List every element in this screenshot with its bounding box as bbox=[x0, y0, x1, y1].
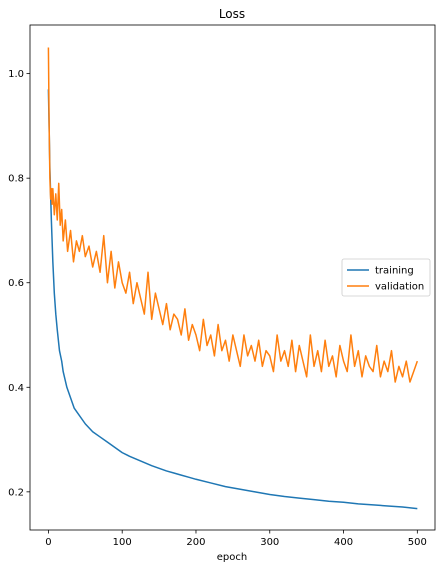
x-tick-label: 500 bbox=[408, 537, 427, 548]
plot-frame bbox=[29, 24, 436, 531]
x-tick-label: 0 bbox=[45, 537, 51, 548]
x-tick-label: 400 bbox=[334, 537, 353, 548]
legend-label-training: training bbox=[375, 266, 414, 277]
y-tick-label: 1.0 bbox=[8, 69, 24, 80]
chart-title: Loss bbox=[219, 7, 245, 21]
series-line-training bbox=[47, 89, 418, 510]
y-tick-label: 0.6 bbox=[8, 278, 24, 289]
y-axis: 0.2 0.4 0.6 0.8 1.0 bbox=[8, 69, 30, 498]
series-layer bbox=[47, 47, 419, 510]
y-tick-label: 0.8 bbox=[8, 174, 24, 185]
series-line-validation bbox=[47, 47, 419, 383]
x-axis: 0 100 200 300 400 500 bbox=[45, 530, 427, 548]
y-tick-label: 0.2 bbox=[8, 487, 24, 498]
legend: training validation bbox=[341, 258, 431, 297]
legend-label-validation: validation bbox=[375, 282, 424, 293]
x-tick-label: 200 bbox=[186, 537, 205, 548]
x-tick-label: 300 bbox=[260, 537, 279, 548]
x-axis-label: epoch bbox=[217, 552, 247, 563]
y-tick-label: 0.4 bbox=[8, 383, 24, 394]
x-tick-label: 100 bbox=[113, 537, 132, 548]
